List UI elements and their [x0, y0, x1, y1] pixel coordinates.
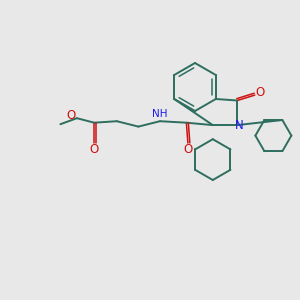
Text: O: O [90, 142, 99, 156]
Text: O: O [66, 109, 76, 122]
Text: O: O [183, 142, 193, 156]
Text: NH: NH [152, 109, 167, 119]
Text: N: N [235, 119, 243, 132]
Text: O: O [255, 86, 265, 99]
